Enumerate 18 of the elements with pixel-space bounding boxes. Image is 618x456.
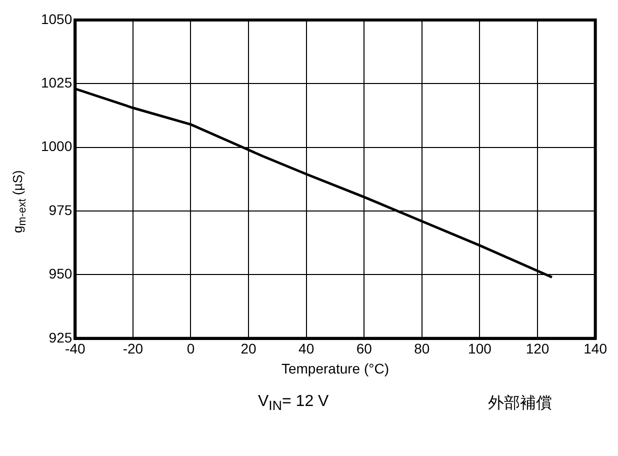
y-tick-label: 1025 [40,74,72,91]
x-axis-title: Temperature (°C) [281,360,389,376]
x-tick-label: 120 [526,340,550,357]
y-tick-label: 975 [48,202,72,218]
x-tick-label: 0 [186,340,195,357]
text: V$_{IN}$= 12 V [258,393,329,414]
text: 外部補償 [488,394,552,414]
y-tick-label: 1000 [40,138,72,154]
x-tick-label: -20 [122,340,144,357]
x-tick-label: 40 [298,340,314,357]
x-tick-label: 80 [414,340,430,357]
y-tick-label: 950 [48,266,72,282]
x-tick-label: 100 [468,340,492,357]
y-tick-label: 1050 [40,10,72,27]
x-tick-label: 60 [356,340,372,357]
x-tick-label: 140 [584,340,608,357]
y-tick-label: 925 [48,329,72,346]
x-tick-label: 20 [240,340,257,357]
